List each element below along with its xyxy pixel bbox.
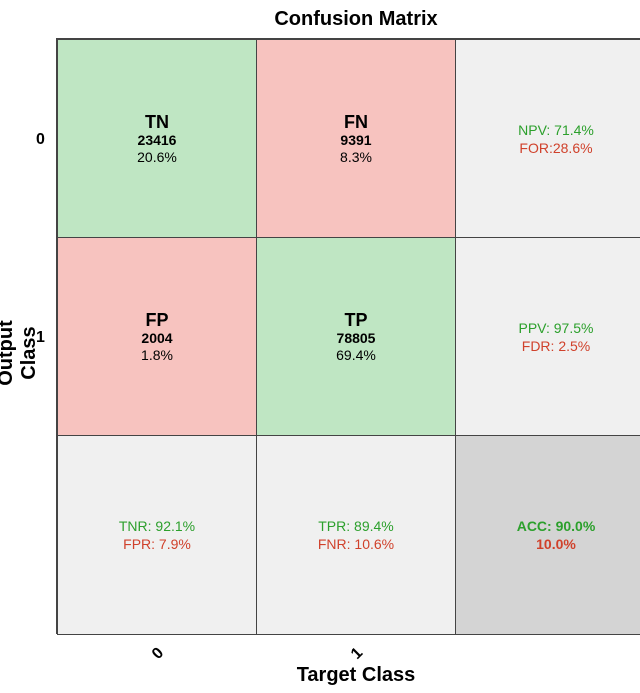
cell-label: FN xyxy=(344,111,368,132)
npv-value: NPV: 71.4% xyxy=(518,121,594,138)
col-summary-1: TPR: 89.4% FNR: 10.6% xyxy=(256,435,456,635)
tnr-value: TNR: 92.1% xyxy=(118,518,196,534)
ppv-value: PPV: 97.5% xyxy=(518,319,594,336)
y-axis-label: Output Class xyxy=(0,320,40,386)
col-summary-0: TNR: 92.1% FPR: 7.9% xyxy=(57,435,257,635)
fpr-value: FPR: 7.9% xyxy=(123,536,191,552)
cell-percent: 20.6% xyxy=(137,148,177,165)
tpr-value: TPR: 89.4% xyxy=(318,518,394,534)
cell-percent: 1.8% xyxy=(141,346,173,363)
cell-count: 78805 xyxy=(336,329,376,346)
cell-percent: 69.4% xyxy=(336,346,376,363)
cell-count: 23416 xyxy=(137,131,177,148)
cell-fp: FP 2004 1.8% xyxy=(57,237,257,436)
row-summary-1: PPV: 97.5% FDR: 2.5% xyxy=(455,237,640,436)
cell-fn: FN 9391 8.3% xyxy=(256,39,456,238)
y-tick-1: 1 xyxy=(36,329,45,346)
cell-tp: TP 78805 69.4% xyxy=(256,237,456,436)
cell-label: TP xyxy=(344,309,368,330)
x-tick-0: 0 xyxy=(148,644,168,663)
y-tick-0: 0 xyxy=(36,131,45,148)
cell-percent: 8.3% xyxy=(340,148,372,165)
error-rate-value: 10.0% xyxy=(536,536,576,552)
x-tick-1: 1 xyxy=(347,644,367,663)
cell-tn: TN 23416 20.6% xyxy=(57,39,257,238)
cell-label: FP xyxy=(145,309,169,330)
confusion-matrix-grid: TN 23416 20.6% FN 9391 8.3% NPV: 71.4% F… xyxy=(56,38,640,635)
fdr-value: FDR: 2.5% xyxy=(521,337,591,354)
overall-accuracy-cell: ACC: 90.0% 10.0% xyxy=(455,435,640,635)
accuracy-value: ACC: 90.0% xyxy=(516,518,596,534)
cell-count: 9391 xyxy=(340,131,372,148)
cell-label: TN xyxy=(145,111,169,132)
fnr-value: FNR: 10.6% xyxy=(317,536,395,552)
row-summary-0: NPV: 71.4% FOR:28.6% xyxy=(455,39,640,238)
cell-count: 2004 xyxy=(141,329,173,346)
x-axis-label: Target Class xyxy=(296,664,416,686)
chart-title: Confusion Matrix xyxy=(274,8,438,30)
for-value: FOR:28.6% xyxy=(519,139,593,156)
